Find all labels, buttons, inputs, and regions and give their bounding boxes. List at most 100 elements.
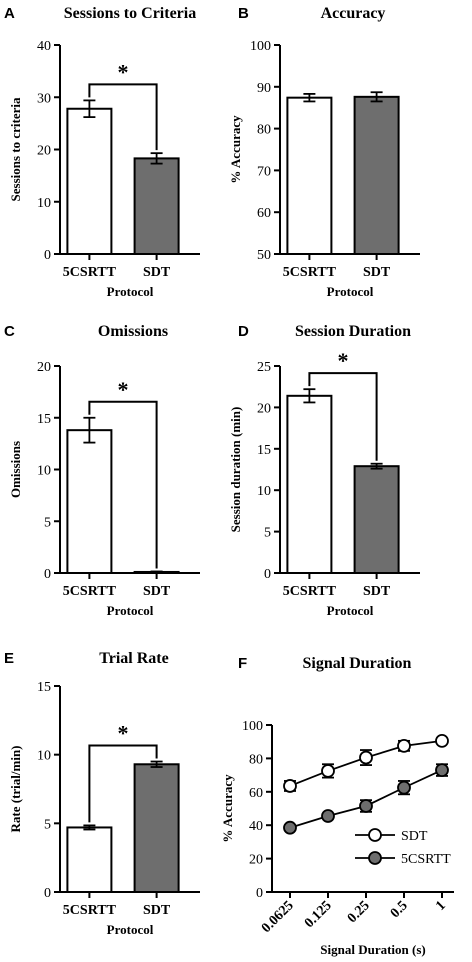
y-tick-label: 60 <box>257 206 271 221</box>
x-tick-label: SDT <box>363 584 391 599</box>
x-tick-label: 0.5 <box>388 898 411 921</box>
chart-title: Session Duration <box>295 323 411 340</box>
panel-letter: A <box>4 5 15 22</box>
data-point <box>435 733 449 748</box>
y-tick-label: 10 <box>37 749 51 764</box>
bar <box>353 95 400 255</box>
data-point <box>397 738 411 753</box>
y-tick-label: 0 <box>256 886 263 901</box>
significance-marker: * <box>118 721 129 746</box>
data-point <box>359 799 373 813</box>
x-axis-label: Protocol <box>327 284 374 299</box>
y-tick-label: 20 <box>249 853 263 868</box>
y-tick-label: 10 <box>37 464 51 479</box>
data-point <box>397 780 411 795</box>
chart-title: Sessions to Criteria <box>64 5 196 22</box>
y-tick-label: 80 <box>249 752 263 767</box>
bar <box>66 107 113 256</box>
panel-letter: E <box>4 650 14 667</box>
y-axis-label: Omissions <box>8 441 23 498</box>
x-axis-label: Protocol <box>327 603 374 618</box>
legend-label: SDT <box>401 829 428 844</box>
legend-marker <box>368 851 382 865</box>
panel-letter: D <box>238 323 249 340</box>
bar <box>286 394 333 575</box>
data-point <box>283 820 297 835</box>
y-tick-label: 30 <box>37 91 51 106</box>
bar <box>66 429 113 575</box>
y-tick-label: 0 <box>44 567 51 582</box>
significance-marker: * <box>118 377 129 402</box>
x-axis-label: Signal Duration (s) <box>320 942 425 957</box>
x-tick-label: 5CSRTT <box>283 265 337 280</box>
y-tick-label: 70 <box>257 164 271 179</box>
chart-title: Trial Rate <box>99 650 168 667</box>
bar <box>66 826 113 893</box>
chart-title: Signal Duration <box>303 655 412 672</box>
panel-letter: F <box>238 655 247 672</box>
panel-d: D Session Duration 0 5 10 15 20 25 Session durat… <box>228 323 420 618</box>
y-axis-label: % Accuracy <box>228 115 243 184</box>
panel-b: B Accuracy 50 60 70 80 90 100 % Accuracy 5CSRTT SD… <box>228 5 420 299</box>
series-line <box>289 769 443 829</box>
x-tick-label: 0.25 <box>345 898 373 926</box>
x-tick-label: 1 <box>433 898 449 914</box>
y-tick-label: 0 <box>264 567 271 582</box>
y-axis-label: % Accuracy <box>220 774 235 843</box>
x-tick-label: SDT <box>143 903 171 918</box>
x-axis-label: Protocol <box>107 603 154 618</box>
y-tick-label: 40 <box>37 39 51 54</box>
y-tick-label: 60 <box>249 786 263 801</box>
legend-marker <box>368 828 382 842</box>
y-tick-label: 5 <box>264 526 271 541</box>
chart-title: Omissions <box>98 323 168 340</box>
x-tick-label: SDT <box>143 584 171 599</box>
significance-bracket <box>88 400 158 569</box>
data-point <box>435 763 449 777</box>
y-axis-label: Sessions to criteria <box>8 97 23 201</box>
bar <box>133 763 180 894</box>
x-axis-label: Protocol <box>107 922 154 937</box>
panel-f: F Signal Duration 0 20 40 60 80 100 % Accuracy 0.… <box>220 655 454 957</box>
y-tick-label: 100 <box>242 719 263 734</box>
y-tick-label: 5 <box>44 817 51 832</box>
y-tick-label: 10 <box>257 484 271 499</box>
bar <box>133 157 180 256</box>
y-tick-label: 5 <box>44 515 51 530</box>
panel-letter: B <box>238 5 249 22</box>
x-tick-label: 5CSRTT <box>283 584 337 599</box>
data-point <box>321 809 335 823</box>
significance-bracket <box>88 744 158 823</box>
x-tick-label: 0.125 <box>302 898 335 931</box>
panel-letter: C <box>4 323 15 340</box>
y-tick-label: 20 <box>37 360 51 375</box>
legend-label: 5CSRTT <box>401 852 451 867</box>
y-tick-label: 90 <box>257 81 271 96</box>
significance-marker: * <box>118 59 129 84</box>
y-axis-label: Rate (trial/min) <box>8 745 23 832</box>
y-tick-label: 15 <box>37 412 51 427</box>
y-tick-label: 80 <box>257 123 271 138</box>
panel-a: A Sessions to Criteria 0 10 20 30 40 Sessions t… <box>4 5 200 299</box>
y-tick-label: 100 <box>250 39 271 54</box>
y-tick-label: 10 <box>37 196 51 211</box>
significance-marker: * <box>338 348 349 373</box>
significance-bracket <box>308 372 378 461</box>
y-tick-label: 15 <box>37 680 51 695</box>
panel-e: E Trial Rate 0 5 10 15 Rate (trial/min) 5CSRTT S… <box>4 650 200 937</box>
chart-title: Accuracy <box>321 5 386 22</box>
y-tick-label: 50 <box>257 248 271 263</box>
data-point <box>283 779 297 793</box>
x-tick-label: 5CSRTT <box>63 903 117 918</box>
y-tick-label: 0 <box>44 248 51 263</box>
x-tick-label: SDT <box>363 265 391 280</box>
panel-c: C Omissions 0 5 10 15 20 Omissions 5CSRTT SDT Prot… <box>4 323 200 618</box>
y-tick-label: 20 <box>257 401 271 416</box>
x-tick-label: 5CSRTT <box>63 265 117 280</box>
x-tick-label: 0.0625 <box>259 898 297 936</box>
y-tick-label: 40 <box>249 819 263 834</box>
x-tick-label: 5CSRTT <box>63 584 117 599</box>
significance-bracket <box>88 83 158 151</box>
y-tick-label: 25 <box>257 360 271 375</box>
